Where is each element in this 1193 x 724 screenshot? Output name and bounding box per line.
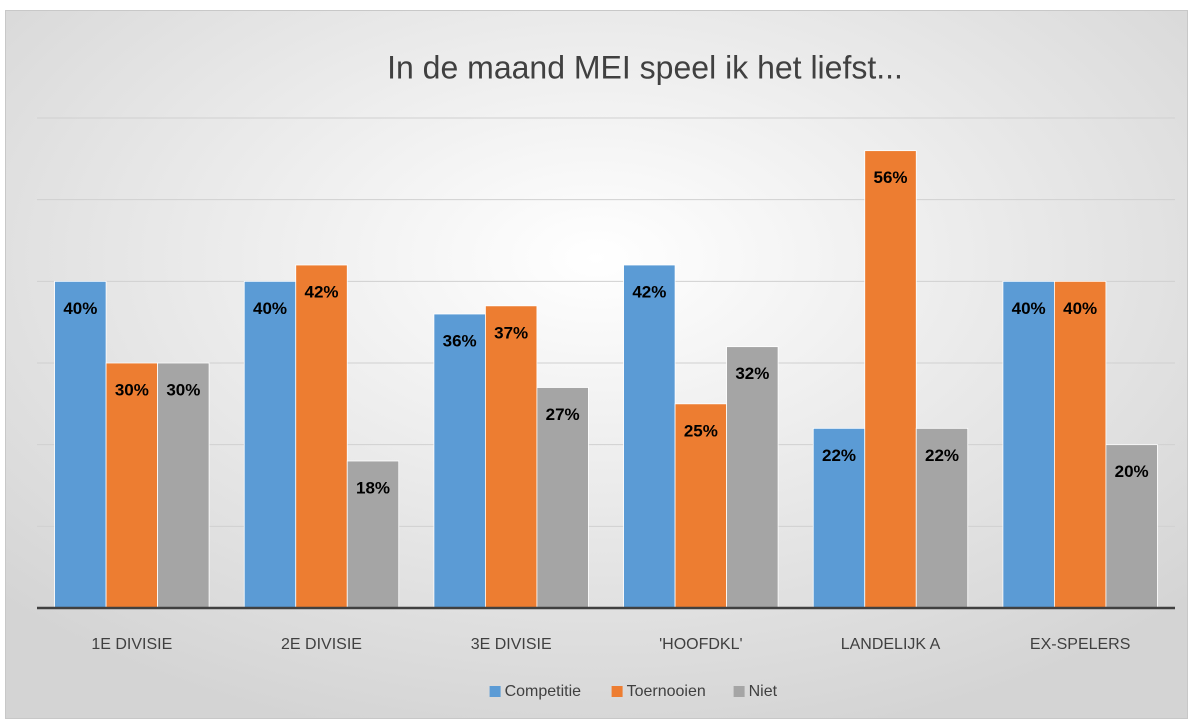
bar — [243, 280, 297, 609]
legend-swatch — [733, 686, 745, 697]
data-label: 36% — [443, 331, 477, 350]
legend-label: Toernooien — [627, 683, 706, 700]
data-label: 56% — [873, 168, 907, 187]
data-label: 30% — [166, 380, 200, 399]
data-label: 22% — [822, 446, 856, 465]
data-label: 32% — [735, 364, 769, 383]
data-label: 20% — [1115, 462, 1149, 481]
x-tick-label: 'HOOFDKL' — [659, 636, 742, 653]
x-tick-label: 3E DIVISIE — [471, 636, 552, 653]
bar — [295, 264, 348, 609]
legend-swatch — [611, 686, 623, 697]
data-label: 37% — [494, 323, 528, 342]
x-tick-label: EX-SPELERS — [1030, 636, 1130, 653]
data-label: 30% — [115, 380, 149, 399]
bar — [433, 313, 486, 609]
bar — [1105, 444, 1158, 609]
bar — [54, 280, 107, 609]
bar — [346, 460, 400, 609]
data-label: 18% — [356, 478, 390, 497]
bar — [726, 346, 779, 609]
bar — [1002, 280, 1055, 609]
data-label: 40% — [1012, 299, 1046, 318]
bar — [485, 305, 538, 609]
data-label: 42% — [632, 282, 666, 301]
bar — [915, 427, 969, 609]
bar — [674, 403, 727, 609]
data-label: 40% — [253, 299, 287, 318]
legend-label: Niet — [749, 683, 778, 700]
bar — [623, 264, 676, 609]
data-label: 40% — [63, 299, 97, 318]
bar — [157, 362, 210, 609]
data-label: 40% — [1063, 299, 1097, 318]
bar — [1054, 280, 1107, 609]
data-label: 42% — [304, 282, 338, 301]
data-label: 25% — [684, 421, 718, 440]
x-tick-label: LANDELIJK A — [841, 636, 941, 653]
chart-title: In de maand MEI speel ik het liefst... — [387, 49, 903, 85]
bar — [812, 427, 866, 609]
x-tick-label: 1E DIVISIE — [91, 636, 172, 653]
data-label: 27% — [546, 405, 580, 424]
bar — [105, 362, 158, 609]
legend-swatch — [489, 686, 501, 697]
legend-label: Competitie — [505, 683, 582, 700]
bar — [864, 150, 917, 609]
x-tick-label: 2E DIVISIE — [281, 636, 362, 653]
bar — [536, 387, 589, 609]
data-label: 22% — [925, 446, 959, 465]
